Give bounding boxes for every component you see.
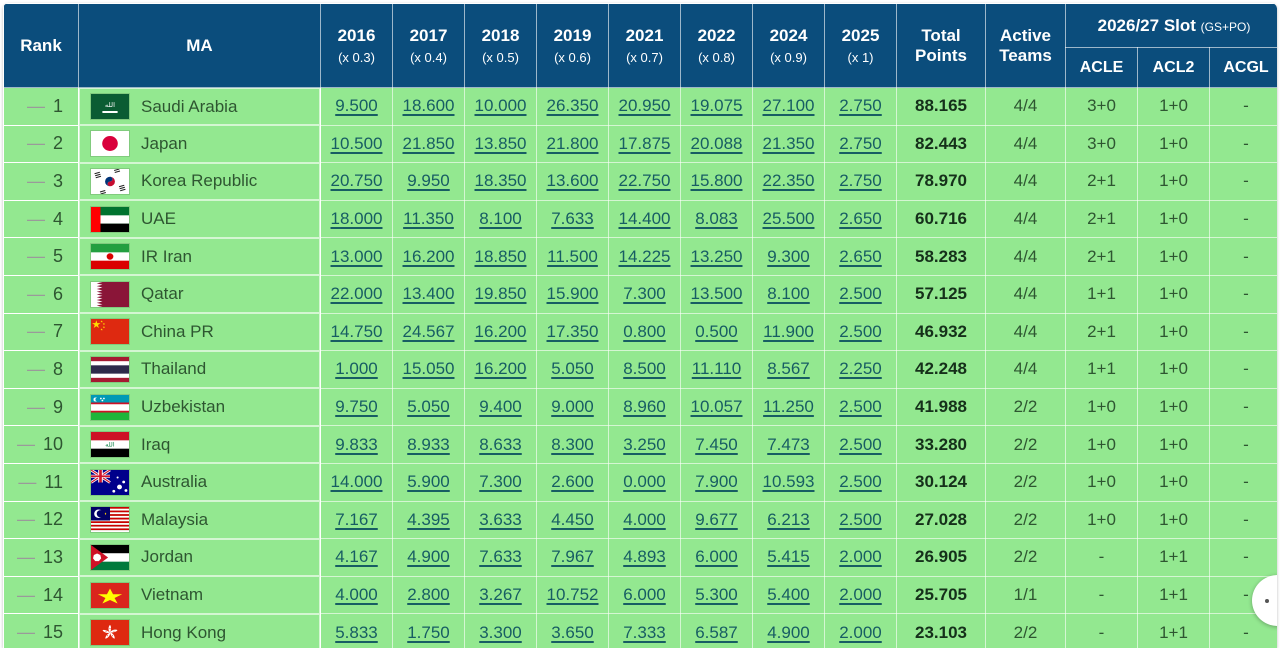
svg-text:الله: الله	[105, 101, 115, 109]
svg-text:الله: الله	[105, 442, 115, 449]
